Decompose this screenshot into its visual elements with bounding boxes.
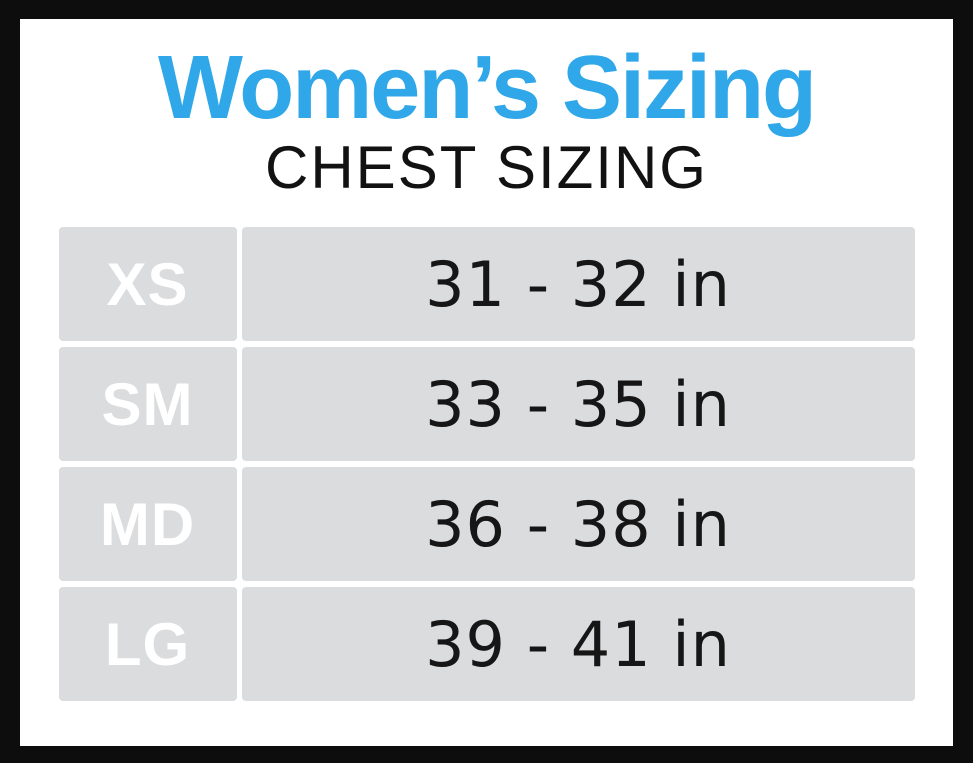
size-label-cell: XS xyxy=(58,227,237,341)
table-row-lg: LG 39 - 41 in xyxy=(58,587,915,701)
size-label-cell: LG xyxy=(58,587,237,701)
page-subtitle: CHEST SIZING xyxy=(265,134,708,201)
chest-range-cell: 33 - 35 in xyxy=(241,347,915,461)
chest-range-cell: 31 - 32 in xyxy=(241,227,915,341)
chest-range-cell: 39 - 41 in xyxy=(241,587,915,701)
table-row-xs: XS 31 - 32 in xyxy=(58,227,915,341)
size-label-cell: MD xyxy=(58,467,237,581)
chest-range-cell: 36 - 38 in xyxy=(241,467,915,581)
content-area: Women’s Sizing CHEST SIZING XS 31 - 32 i… xyxy=(20,19,953,746)
size-table: XS 31 - 32 in SM 33 - 35 in MD 36 - 38 i… xyxy=(58,227,915,701)
table-row-sm: SM 33 - 35 in xyxy=(58,347,915,461)
size-label-cell: SM xyxy=(58,347,237,461)
page-title: Women’s Sizing xyxy=(157,38,817,138)
table-row-md: MD 36 - 38 in xyxy=(58,467,915,581)
